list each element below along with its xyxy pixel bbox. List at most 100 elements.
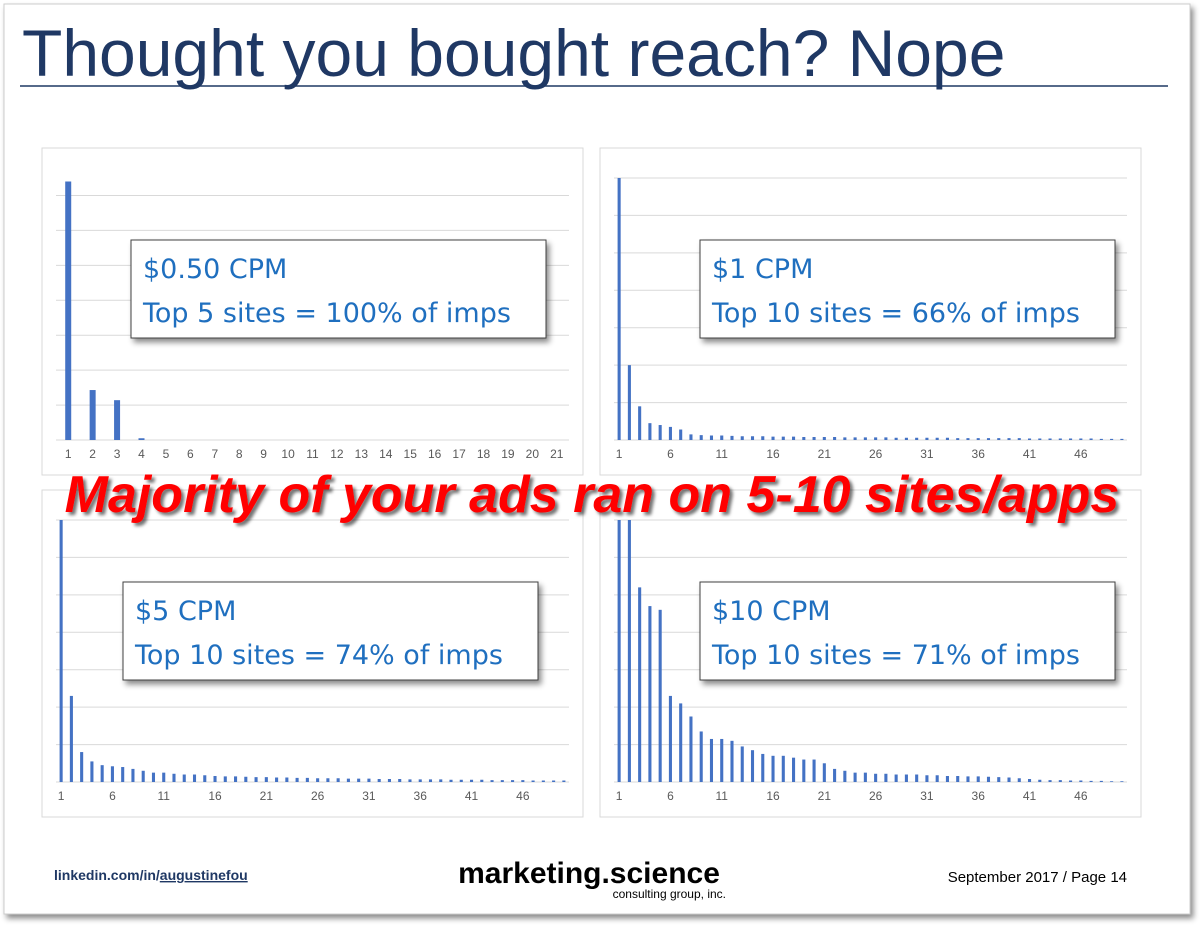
- brand-sub: consulting group, inc.: [613, 887, 726, 901]
- bar: [439, 779, 443, 782]
- bar: [730, 740, 734, 782]
- callout-box: [699, 239, 1116, 339]
- x-tick-label: 12: [330, 447, 344, 461]
- brand: marketing.science: [458, 857, 720, 890]
- bar: [511, 780, 515, 782]
- x-tick-label: 11: [306, 447, 319, 461]
- x-tick-label: 31: [920, 447, 934, 461]
- bar: [668, 426, 672, 440]
- bar: [627, 365, 631, 440]
- x-tick-label: 36: [972, 447, 986, 461]
- bar: [223, 776, 227, 782]
- callout-text: $5 CPM: [135, 596, 236, 627]
- bar: [679, 429, 683, 440]
- x-tick-label: 11: [715, 789, 728, 803]
- x-tick-label: 19: [501, 447, 515, 461]
- bar: [730, 435, 734, 440]
- bar: [986, 776, 991, 782]
- bar: [90, 761, 94, 782]
- bar: [1038, 779, 1042, 782]
- bar: [720, 738, 724, 782]
- callout-text: Top 10 sites = 74% of imps: [134, 640, 503, 671]
- callout-text: Top 10 sites = 66% of imps: [711, 298, 1080, 329]
- callout-box: [699, 581, 1116, 681]
- x-tick-label: 13: [355, 447, 369, 461]
- bar: [1058, 780, 1062, 782]
- x-tick-label: 31: [362, 789, 376, 803]
- x-tick-label: 16: [428, 447, 442, 461]
- bar: [387, 779, 391, 782]
- bar: [1120, 438, 1124, 440]
- bar: [490, 780, 494, 782]
- bar: [915, 437, 919, 440]
- bar: [1099, 438, 1103, 440]
- bar: [1069, 438, 1073, 440]
- bar: [1007, 438, 1011, 440]
- bar: [689, 434, 693, 440]
- x-tick-label: 2: [89, 447, 96, 461]
- bar: [617, 520, 621, 782]
- footer-link[interactable]: linkedin.com/in/augustinefou: [54, 867, 248, 883]
- x-tick-label: 1: [616, 447, 623, 461]
- x-tick-label: 21: [260, 789, 274, 803]
- bar: [853, 437, 857, 440]
- x-tick-label: 5: [163, 447, 170, 461]
- x-tick-label: 41: [465, 789, 479, 803]
- bars: [617, 520, 1124, 782]
- bar: [833, 437, 837, 440]
- bar: [162, 772, 166, 782]
- bar: [89, 390, 96, 440]
- bar: [699, 435, 703, 440]
- bar: [822, 437, 826, 440]
- bar: [305, 777, 309, 782]
- linkedin-handle[interactable]: augustinefou: [160, 867, 248, 883]
- bar: [638, 587, 642, 782]
- bar: [377, 779, 381, 782]
- x-tick-label: 46: [516, 789, 530, 803]
- x-tick-label: 16: [766, 789, 780, 803]
- bar: [863, 437, 867, 440]
- x-tick-label: 21: [550, 447, 564, 461]
- bar: [418, 779, 422, 782]
- bar: [853, 772, 857, 782]
- bar: [172, 773, 176, 782]
- bar: [1017, 778, 1021, 782]
- bar: [874, 437, 878, 440]
- bar: [884, 773, 888, 782]
- bar: [802, 759, 806, 782]
- bar: [1089, 438, 1093, 440]
- bar: [986, 438, 991, 440]
- bars: [59, 520, 566, 782]
- bar: [1110, 781, 1114, 782]
- callout-text: $10 CPM: [712, 596, 831, 627]
- bar: [398, 779, 402, 782]
- bar: [966, 438, 970, 440]
- bar: [521, 780, 525, 782]
- bar: [1120, 781, 1124, 782]
- bar: [244, 776, 248, 782]
- x-tick-label: 21: [818, 789, 832, 803]
- bar: [254, 777, 258, 782]
- bar: [935, 437, 939, 440]
- bar: [812, 437, 816, 440]
- bar: [976, 776, 980, 782]
- bar: [367, 778, 371, 782]
- bar: [336, 778, 340, 782]
- bar: [833, 768, 837, 782]
- bar: [295, 777, 299, 782]
- bar: [925, 437, 929, 440]
- bar: [904, 774, 908, 782]
- chart-panel: 1 2 3 4 5 6 7 8 9 10 11 12 13 14 15 16 17 18 19 20 21$0.50 C…: [41, 147, 584, 476]
- bar: [617, 178, 621, 440]
- bar: [802, 437, 806, 440]
- bar: [59, 520, 63, 782]
- x-tick-label: 46: [1074, 447, 1088, 461]
- bar: [541, 780, 545, 782]
- bar: [812, 759, 816, 782]
- x-tick-label: 26: [869, 447, 883, 461]
- x-tick-label: 11: [715, 447, 728, 461]
- bar: [761, 753, 765, 782]
- charts: 1 2 3 4 5 6 7 8 9 10 11 12 13 14 15 16 17 18 19 20 21$0.50 C…: [41, 147, 1142, 818]
- bar: [966, 776, 970, 782]
- x-tick-label: 46: [1074, 789, 1088, 803]
